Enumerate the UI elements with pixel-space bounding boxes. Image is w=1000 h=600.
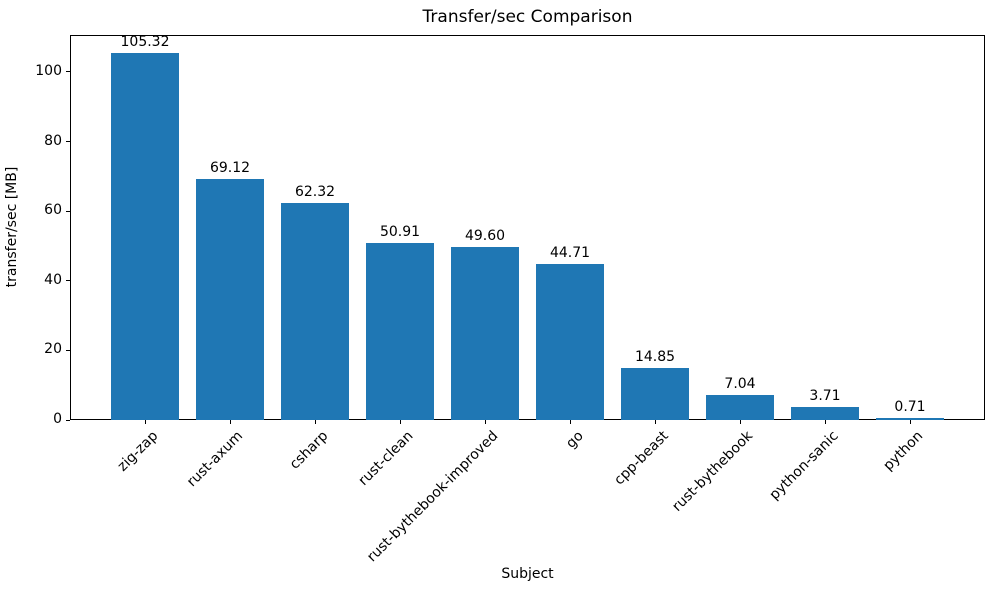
x-tick-label-csharp: csharp	[286, 428, 332, 473]
x-tick-mark	[824, 420, 826, 424]
y-tick-label: 60	[44, 202, 62, 219]
x-tick-label-cpp-beast: cpp-beast	[610, 428, 672, 489]
x-tick-mark	[229, 420, 231, 424]
chart-title: Transfer/sec Comparison	[422, 7, 633, 27]
bar-value-label: 105.32	[120, 34, 170, 51]
x-tick-mark	[144, 420, 146, 424]
bar-zig-zap	[111, 53, 179, 420]
x-tick-mark	[399, 420, 401, 424]
y-tick-mark	[66, 419, 70, 421]
bar-python	[876, 417, 944, 420]
x-axis-label: Subject	[501, 566, 554, 582]
x-tick-mark	[569, 420, 571, 424]
x-tick-label-python-sanic: python-sanic	[766, 428, 842, 504]
x-tick-label-rust-clean: rust-clean	[355, 428, 417, 489]
bar-go	[536, 264, 604, 420]
y-tick-label: 40	[44, 271, 62, 288]
bar-cpp-beast	[621, 368, 689, 420]
bar-rust-bythebook-improved	[451, 247, 519, 420]
y-tick-label: 20	[44, 341, 62, 358]
bar-rust-axum	[196, 179, 264, 420]
y-tick-mark	[66, 280, 70, 282]
bar-rust-clean	[366, 242, 434, 420]
y-tick-mark	[66, 141, 70, 143]
y-axis-label-text: transfer/sec [MB]	[4, 166, 20, 288]
bar-csharp	[281, 203, 349, 420]
bar-value-label: 0.71	[894, 398, 926, 415]
x-tick-mark	[314, 420, 316, 424]
y-tick-mark	[66, 71, 70, 73]
y-tick-label: 80	[44, 132, 62, 149]
x-tick-label-go: go	[562, 428, 587, 452]
x-tick-mark	[739, 420, 741, 424]
y-tick-mark	[66, 349, 70, 351]
bar-value-label: 14.85	[634, 349, 676, 366]
bar-value-label: 44.71	[549, 245, 591, 262]
bar-value-label: 7.04	[724, 376, 756, 393]
bar-value-label: 50.91	[379, 223, 421, 240]
bar-rust-bythebook	[706, 395, 774, 420]
x-tick-label-zig-zap: zig-zap	[114, 428, 162, 475]
y-tick-label: 0	[53, 411, 62, 427]
bar-value-label: 49.60	[464, 228, 506, 245]
x-tick-mark	[484, 420, 486, 424]
x-tick-mark	[909, 420, 911, 424]
x-tick-label-python: python	[880, 428, 927, 474]
bar-python-sanic	[791, 407, 859, 420]
bar-value-label: 3.71	[809, 388, 841, 405]
bar-value-label: 69.12	[209, 160, 251, 177]
y-tick-mark	[66, 210, 70, 212]
bar-value-label: 62.32	[294, 184, 336, 201]
x-tick-label-rust-axum: rust-axum	[184, 428, 247, 491]
x-tick-label-rust-bythebook: rust-bythebook	[669, 428, 757, 515]
x-tick-mark	[654, 420, 656, 424]
y-tick-label: 100	[35, 62, 62, 79]
